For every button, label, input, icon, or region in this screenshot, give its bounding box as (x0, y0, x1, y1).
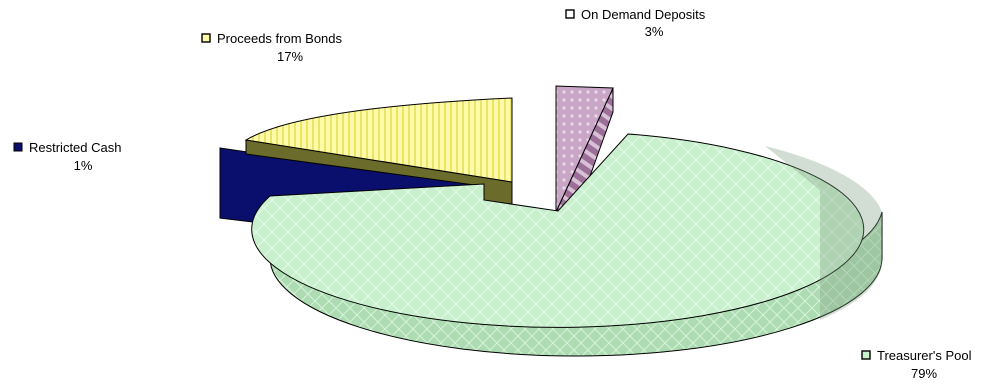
label-treasurers-pool: Treasurer's Pool 79% (861, 348, 972, 381)
label-percent-proceeds-from-bonds: 17% (277, 49, 303, 64)
slice-proceeds-from-bonds (244, 97, 513, 183)
legend-marker-treasurers-pool (861, 350, 871, 360)
label-name-on-demand-deposits: On Demand Deposits (581, 7, 706, 22)
slice-on-demand-deposits (555, 85, 614, 213)
label-percent-restricted-cash: 1% (74, 158, 93, 173)
label-percent-treasurers-pool: 79% (911, 366, 937, 381)
label-name-treasurers-pool: Treasurer's Pool (877, 348, 972, 363)
label-name-proceeds-from-bonds: Proceeds from Bonds (217, 31, 343, 46)
label-percent-on-demand-deposits: 3% (645, 24, 664, 39)
slice-treasurers-pool (251, 133, 865, 328)
legend-marker-on-demand-deposits (565, 9, 575, 19)
label-restricted-cash: Restricted Cash 1% (13, 140, 121, 173)
legend-marker-restricted-cash (13, 142, 23, 152)
label-on-demand-deposits: On Demand Deposits 3% (565, 7, 706, 39)
legend-marker-proceeds-from-bonds (201, 33, 211, 43)
label-proceeds-from-bonds: Proceeds from Bonds 17% (201, 31, 343, 64)
label-name-restricted-cash: Restricted Cash (29, 140, 121, 155)
slice-treasurers-pool-shade (765, 146, 883, 320)
